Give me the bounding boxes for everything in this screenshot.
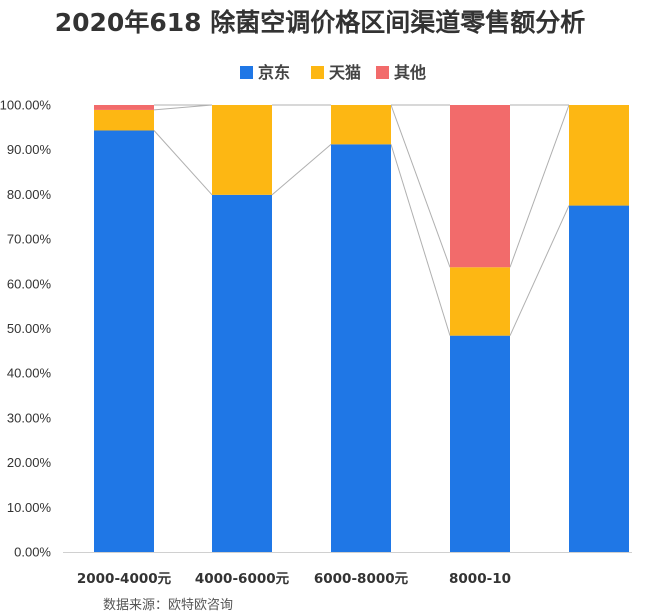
bar-segment-tmall-3 [450, 267, 510, 336]
y-tick-label: 10.00% [7, 500, 52, 515]
series-line [509, 205, 570, 336]
bar-segment-tmall-1 [212, 105, 272, 195]
x-tick-label: 6000-8000元 [314, 571, 409, 587]
bar-segment-other-3 [450, 105, 510, 268]
y-tick-label: 80.00% [7, 187, 52, 202]
y-tick-label: 30.00% [7, 410, 52, 425]
y-tick-label: 100.00% [0, 98, 51, 113]
source-note: 数据来源：欧特欧咨询 [103, 598, 233, 613]
bar-segment-tmall-0 [94, 109, 154, 131]
series-lines [153, 104, 570, 336]
y-tick-label: 70.00% [7, 232, 52, 247]
y-axis: 0.00% 10.00% 20.00% 30.00% 40.00% 50.00% 60.00… [0, 98, 51, 560]
x-axis: 2000-4000元 4000-6000元 6000-8000元 8000-10 [63, 552, 632, 587]
bar-segment-jd-0 [94, 130, 154, 552]
series-line [153, 130, 213, 196]
series-line [390, 104, 451, 268]
legend-swatch-other [376, 66, 389, 79]
legend-label-tmall: 天猫 [329, 63, 361, 82]
bar-segment-other-0 [94, 105, 154, 110]
bar-segment-jd-2 [331, 144, 391, 552]
bars [94, 105, 629, 553]
series-line [509, 104, 570, 268]
legend-swatch-jd [240, 66, 253, 79]
series-line [390, 144, 451, 336]
bar-segment-jd-1 [212, 194, 272, 553]
y-tick-label: 50.00% [7, 321, 52, 336]
bar-segment-tmall-2 [331, 105, 391, 145]
x-tick-label: 2000-4000元 [77, 571, 172, 587]
bar-segment-jd-3 [450, 335, 510, 552]
legend-label-jd: 京东 [258, 63, 290, 82]
series-line [153, 104, 213, 111]
legend: 京东 天猫 其他 [240, 63, 426, 82]
y-tick-label: 60.00% [7, 276, 52, 291]
x-tick-label: 8000-10 [449, 571, 511, 587]
legend-swatch-tmall [311, 66, 324, 79]
legend-label-other: 其他 [394, 63, 426, 82]
y-tick-label: 20.00% [7, 455, 52, 470]
bar-segment-tmall-4 [569, 105, 629, 206]
bar-segment-jd-4 [569, 205, 629, 552]
y-tick-label: 90.00% [7, 142, 52, 157]
y-tick-label: 0.00% [14, 545, 51, 560]
y-tick-label: 40.00% [7, 366, 52, 381]
chart-title: 2020年618 除菌空调价格区间渠道零售额分析 [55, 8, 585, 37]
x-tick-label: 4000-6000元 [195, 571, 290, 587]
series-line [271, 143, 332, 196]
